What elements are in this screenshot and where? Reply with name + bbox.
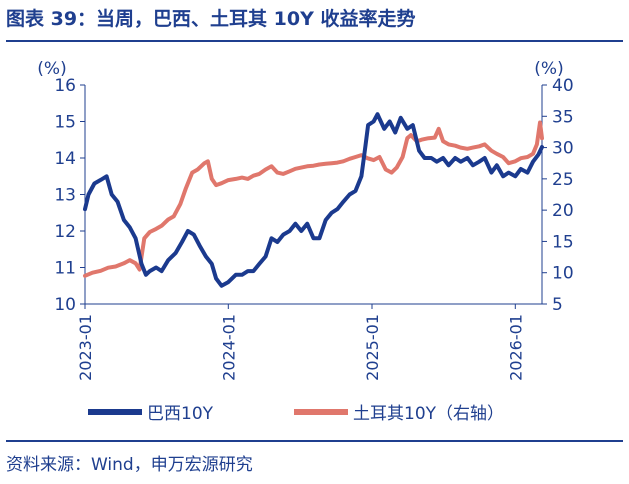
right-tick-label: 40 <box>552 76 574 96</box>
right-tick-label: 30 <box>552 139 574 159</box>
x-tick-label: 2026-01 <box>506 314 525 381</box>
series-line-brazil <box>83 112 544 288</box>
source-rule <box>6 440 623 442</box>
x-tick-label: 2025-01 <box>363 314 382 381</box>
left-tick-label: 16 <box>54 76 76 96</box>
title-rule <box>6 40 623 42</box>
right-tick-label: 25 <box>552 170 574 190</box>
left-tick-label: 14 <box>54 149 76 169</box>
x-tick-label: 2024-01 <box>219 314 238 381</box>
left-tick-label: 11 <box>54 259 76 279</box>
left-tick-label: 15 <box>54 113 76 133</box>
left-axis-unit: (%) <box>37 59 66 79</box>
right-tick-label: 20 <box>552 201 574 221</box>
legend-label-turkey: 土耳其10Y（右轴） <box>353 404 504 424</box>
right-tick-label: 10 <box>552 264 574 284</box>
right-tick-label: 35 <box>552 107 574 127</box>
source-note: 资料来源：Wind，申万宏源研究 <box>6 455 253 475</box>
legend-label-brazil: 巴西10Y <box>147 404 214 424</box>
series-line-turkey <box>83 120 544 278</box>
chart: 10111213141516(%)510152025303540(%)2023-… <box>37 59 574 424</box>
right-tick-label: 5 <box>552 295 563 315</box>
right-tick-label: 15 <box>552 232 574 252</box>
left-tick-label: 12 <box>54 222 76 242</box>
x-tick-label: 2023-01 <box>76 314 95 381</box>
left-tick-label: 13 <box>54 186 76 206</box>
chart-title: 图表 39：当周，巴西、土耳其 10Y 收益率走势 <box>6 8 416 30</box>
right-axis-unit: (%) <box>534 59 563 79</box>
left-tick-label: 10 <box>54 295 76 315</box>
